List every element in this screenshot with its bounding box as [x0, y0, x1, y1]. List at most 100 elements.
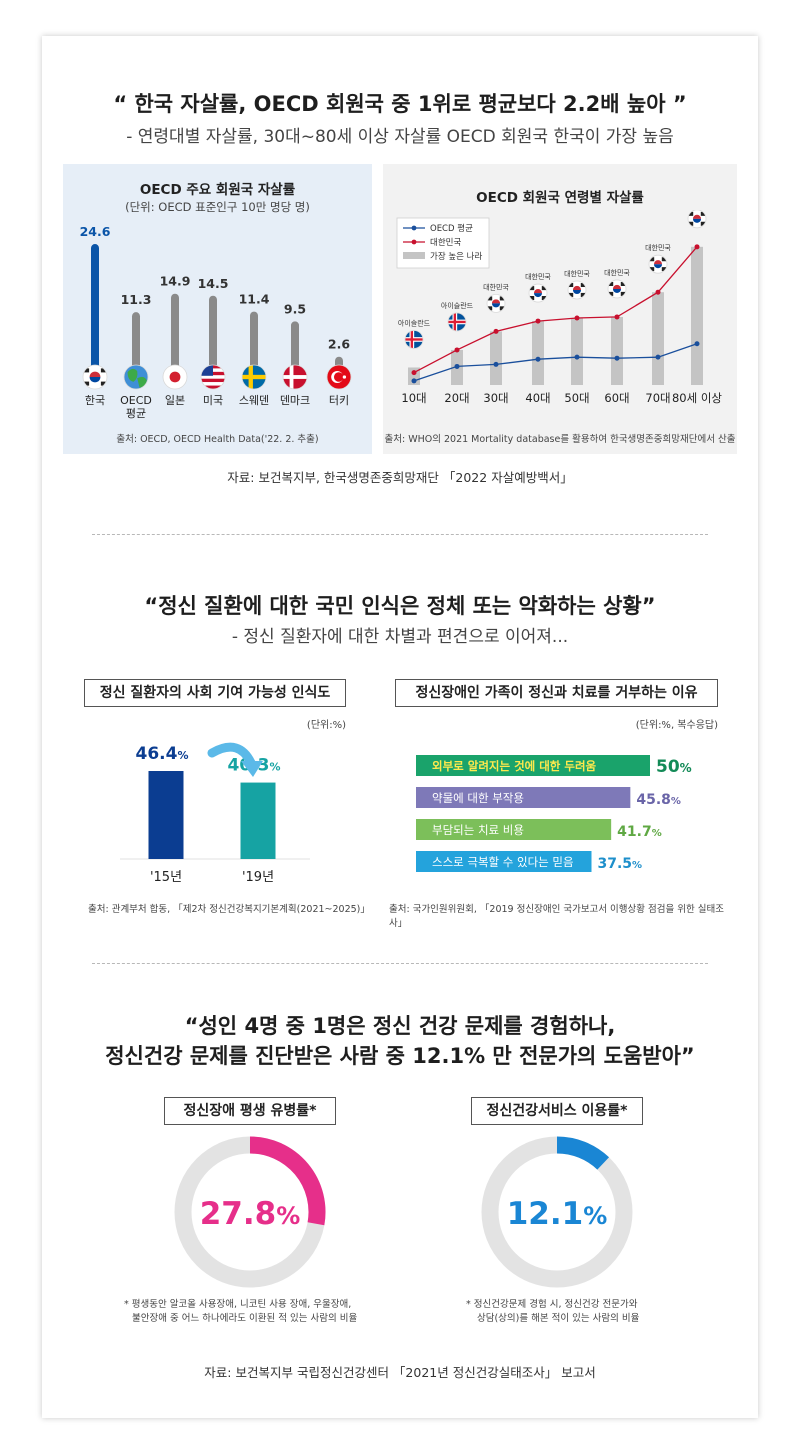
korea-flag-icon	[567, 280, 587, 300]
reason-label: 외부로 알려지는 것에 대한 두려움	[432, 759, 597, 773]
iceland-flag-icon	[404, 330, 424, 349]
section2-headline: “정신 질환에 대한 국민 인식은 정체 또는 악화하는 상황”	[144, 594, 656, 618]
age-category-label: 40대	[525, 391, 550, 405]
korea-point	[454, 347, 460, 353]
korea-point	[614, 314, 620, 320]
korea-point	[694, 244, 700, 250]
top-country-bar	[611, 316, 623, 385]
legend-korea: 대한민국	[430, 237, 461, 248]
value-label: 46.4%	[136, 744, 189, 764]
category-label: 터키	[329, 394, 349, 407]
category-label: 평균	[126, 407, 146, 420]
oecd-point	[655, 354, 661, 360]
iceland-flag-icon	[447, 312, 467, 332]
bar-0	[416, 755, 650, 776]
section1-source: 자료: 보건복지부, 한국생명존중희망재단 「2022 자살예방백서」	[227, 470, 573, 485]
category-label: 덴마크	[280, 394, 310, 407]
korea-point	[535, 318, 541, 324]
prevalence-box-label: 정신장애 평생 유병률*	[164, 1097, 336, 1125]
korea-flag-icon	[687, 210, 707, 229]
value-label: 9.5	[284, 301, 306, 316]
refusal-hbar-chart: 외부로 알려지는 것에 대한 두려움 50% 약물에 대한 부작용 45.8% 부담되는…	[416, 755, 692, 872]
top-country-label: 대한민국	[645, 243, 671, 252]
value-label: 11.4	[239, 292, 270, 307]
top-country-bar	[490, 331, 502, 385]
age-category-label: 80세 이상	[672, 391, 722, 405]
oecd-point	[535, 356, 541, 362]
recognition-box-label: 정신 질환자의 사회 기여 가능성 인식도	[84, 679, 346, 707]
prevalence-note-1: * 평생동안 알코올 사용장애, 니코틴 사용 장애, 우울장애,	[124, 1299, 352, 1310]
category-label: 한국	[85, 394, 105, 407]
top-country-label: 대한민국	[564, 269, 590, 278]
korea-point	[574, 315, 580, 321]
oecd-point	[411, 378, 417, 384]
age-suicide-panel	[383, 164, 737, 454]
value-label: 37.5%	[598, 856, 643, 872]
refusal-box-label: 정신장애인 가족이 정신과 치료를 거부하는 이유	[395, 679, 718, 707]
bar-'19년	[240, 782, 276, 859]
bar-한국	[91, 244, 99, 370]
bar-일본	[171, 293, 179, 370]
age-category-label: 50대	[564, 391, 589, 405]
refusal-unit: (단위:%, 복수응답)	[635, 720, 718, 731]
section2-subline: - 정신 질환자에 대한 차별과 편견으로 이어져...	[231, 627, 569, 647]
legend-oecd: OECD 평균	[430, 223, 473, 234]
refusal-source: 출처: 국가인원위원회, 「2019 정신장애인 국가보고서 이행상황 점검을 …	[389, 904, 724, 929]
age-category-label: 60대	[604, 391, 629, 405]
bar-3	[416, 851, 592, 872]
korea-flag-icon	[607, 279, 627, 299]
age-chart-title: OECD 회원국 연령별 자살률	[476, 190, 644, 206]
usa-flag-icon	[200, 364, 226, 390]
donut-value-arc	[556, 1136, 610, 1170]
reason-label: 약물에 대한 부작용	[432, 791, 524, 805]
donut-value-label: 27.8%	[200, 1196, 301, 1232]
value-label: 41.7%	[617, 824, 662, 840]
value-label: 2.6	[328, 337, 350, 352]
age-category-label: 30대	[483, 391, 508, 405]
top-country-bar	[408, 367, 420, 385]
donut-value-label: 12.1%	[507, 1196, 608, 1232]
right-chart-source: 출처: WHO의 2021 Mortality database를 활용하여 한…	[384, 434, 736, 445]
sweden-flag-icon	[241, 364, 267, 390]
turkey-flag-icon	[326, 364, 352, 390]
service-use-note-1: * 정신건강문제 경험 시, 정신건강 전문가와	[466, 1299, 638, 1310]
value-label: 14.5	[198, 276, 229, 291]
value-label: 11.3	[121, 292, 152, 307]
year-label: '15년	[150, 870, 182, 885]
category-label: 미국	[203, 394, 223, 407]
bar-스웨덴	[250, 311, 258, 370]
decline-arrow-icon	[207, 742, 257, 770]
age-line-chart: OECD 평균 대한민국 가장 높은 나라 아이슬란드 10대 아이슬란드 20대 대한…	[396, 210, 722, 405]
oecd-point	[454, 363, 460, 369]
globe-icon	[123, 364, 149, 390]
reason-label: 스스로 극복할 수 있다는 믿음	[432, 855, 574, 869]
korea-point	[655, 289, 661, 295]
korea-flag-icon	[82, 364, 108, 390]
left-chart-source: 출처: OECD, OECD Health Data('22. 2. 추출)	[116, 434, 319, 445]
value-label: 45.8%	[636, 792, 681, 808]
bar-1	[416, 787, 631, 808]
donut-value-arc	[249, 1136, 326, 1226]
bar-OECD 평균	[132, 312, 140, 370]
age-category-label: 20대	[444, 391, 469, 405]
oecd-chart-title: OECD 주요 회원국 자살률	[139, 182, 296, 198]
japan-flag-icon	[162, 364, 188, 390]
top-country-label: 대한민국	[604, 268, 630, 277]
section1-headline: “ 한국 자살률, OECD 회원국 중 1위로 평균보다 2.2배 높아 ”	[113, 92, 687, 116]
decline-arrowhead-icon	[241, 761, 263, 777]
bar-'15년	[148, 771, 184, 859]
reason-label: 부담되는 치료 비용	[432, 823, 524, 837]
divider-2	[92, 963, 708, 964]
top-country-label: 아이슬란드	[398, 318, 431, 327]
oecd-point	[614, 355, 620, 361]
category-label: 일본	[165, 393, 185, 407]
age-category-label: 70대	[645, 391, 670, 405]
age-category-label: 10대	[401, 391, 426, 405]
bar-2	[416, 819, 612, 840]
oecd-average-line	[413, 343, 698, 382]
top-country-label: 아이슬란드	[441, 301, 474, 310]
korea-flag-icon	[648, 254, 668, 274]
value-label: 14.9	[160, 274, 191, 289]
korea-line	[413, 246, 698, 374]
